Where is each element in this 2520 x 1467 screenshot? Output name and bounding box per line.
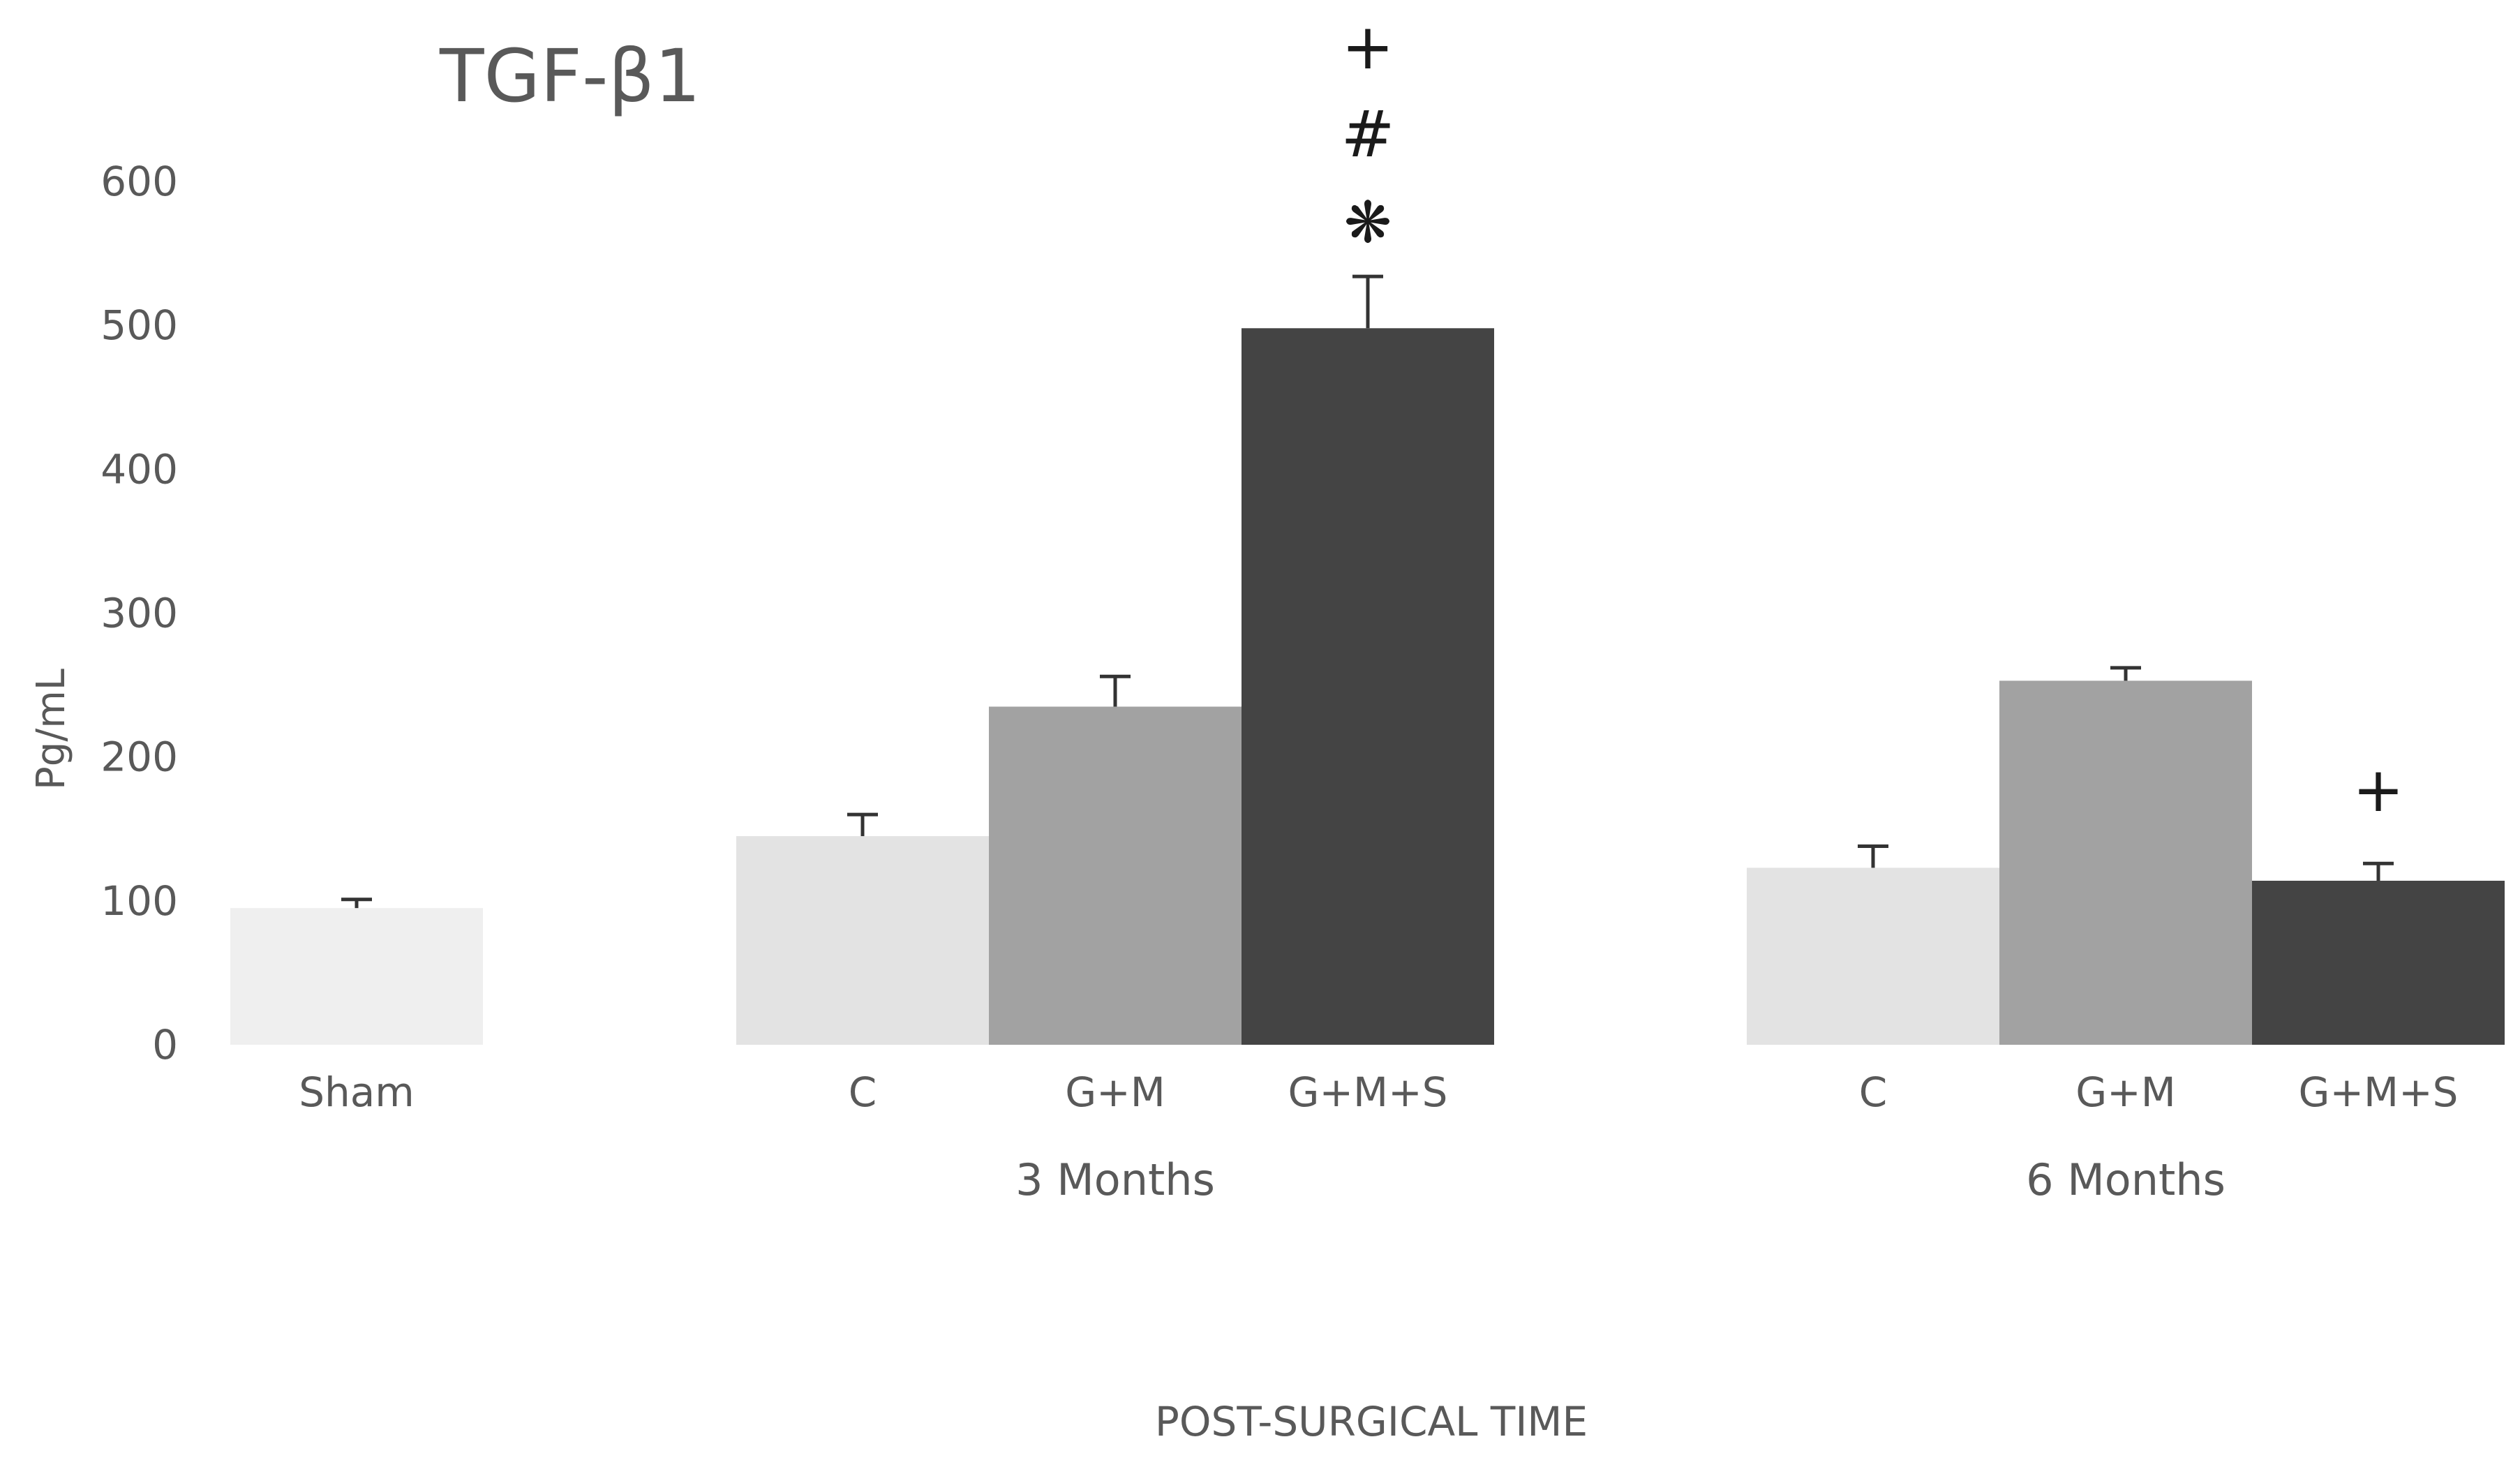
bars: + # ❋ + [230, 10, 2505, 1045]
bar-3m-g-m [989, 706, 1242, 1045]
bar-6m-c [1747, 867, 1999, 1045]
chart-title: TGF-β1 [439, 33, 701, 119]
group-label-3-months: 3 Months [1015, 1154, 1215, 1205]
group-label-6-months: 6 Months [2026, 1154, 2225, 1205]
category-label-sham-sham: Sham [299, 1068, 415, 1116]
category-label-3m-g-m-s: G+M+S [1288, 1068, 1448, 1116]
significance-marker-3m-g-m-s: + [1341, 10, 1394, 84]
y-tick-label: 500 [100, 301, 178, 349]
bar-3m-c [736, 836, 989, 1045]
significance-marker-6m-g-m-s: + [2353, 754, 2404, 826]
category-label-3m-c: C [849, 1068, 877, 1116]
y-tick-label: 600 [100, 158, 178, 205]
category-label-6m-g-m: G+M [2075, 1068, 2176, 1116]
significance-marker-3m-g-m-s: ❋ [1344, 190, 1392, 256]
significance-marker-3m-g-m-s: # [1341, 97, 1394, 172]
bar-3m-g-m-s [1242, 328, 1494, 1045]
x-axis-label: POST-SURGICAL TIME [1155, 1398, 1588, 1445]
y-tick-label: 0 [152, 1021, 178, 1068]
group-labels: 3 Months 6 Months [1015, 1154, 2225, 1205]
category-label-6m-g-m-s: G+M+S [2299, 1068, 2459, 1116]
y-axis-label: Pg/mL [29, 669, 74, 790]
y-tick-label: 300 [100, 590, 178, 637]
category-labels: Sham C G+M G+M+S C G+M G+M+S [299, 1068, 2458, 1116]
bar-6m-g-m-s [2252, 880, 2505, 1045]
category-label-3m-g-m: G+M [1065, 1068, 1165, 1116]
y-tick-label: 200 [100, 734, 178, 781]
y-tick-label: 400 [100, 445, 178, 493]
y-axis-ticks: 0 100 200 300 400 500 600 [100, 158, 178, 1068]
bar-6m-g-m [1999, 680, 2252, 1045]
bar-sham-sham [230, 908, 483, 1045]
category-label-6m-c: C [1859, 1068, 1888, 1116]
y-tick-label: 100 [100, 877, 178, 925]
